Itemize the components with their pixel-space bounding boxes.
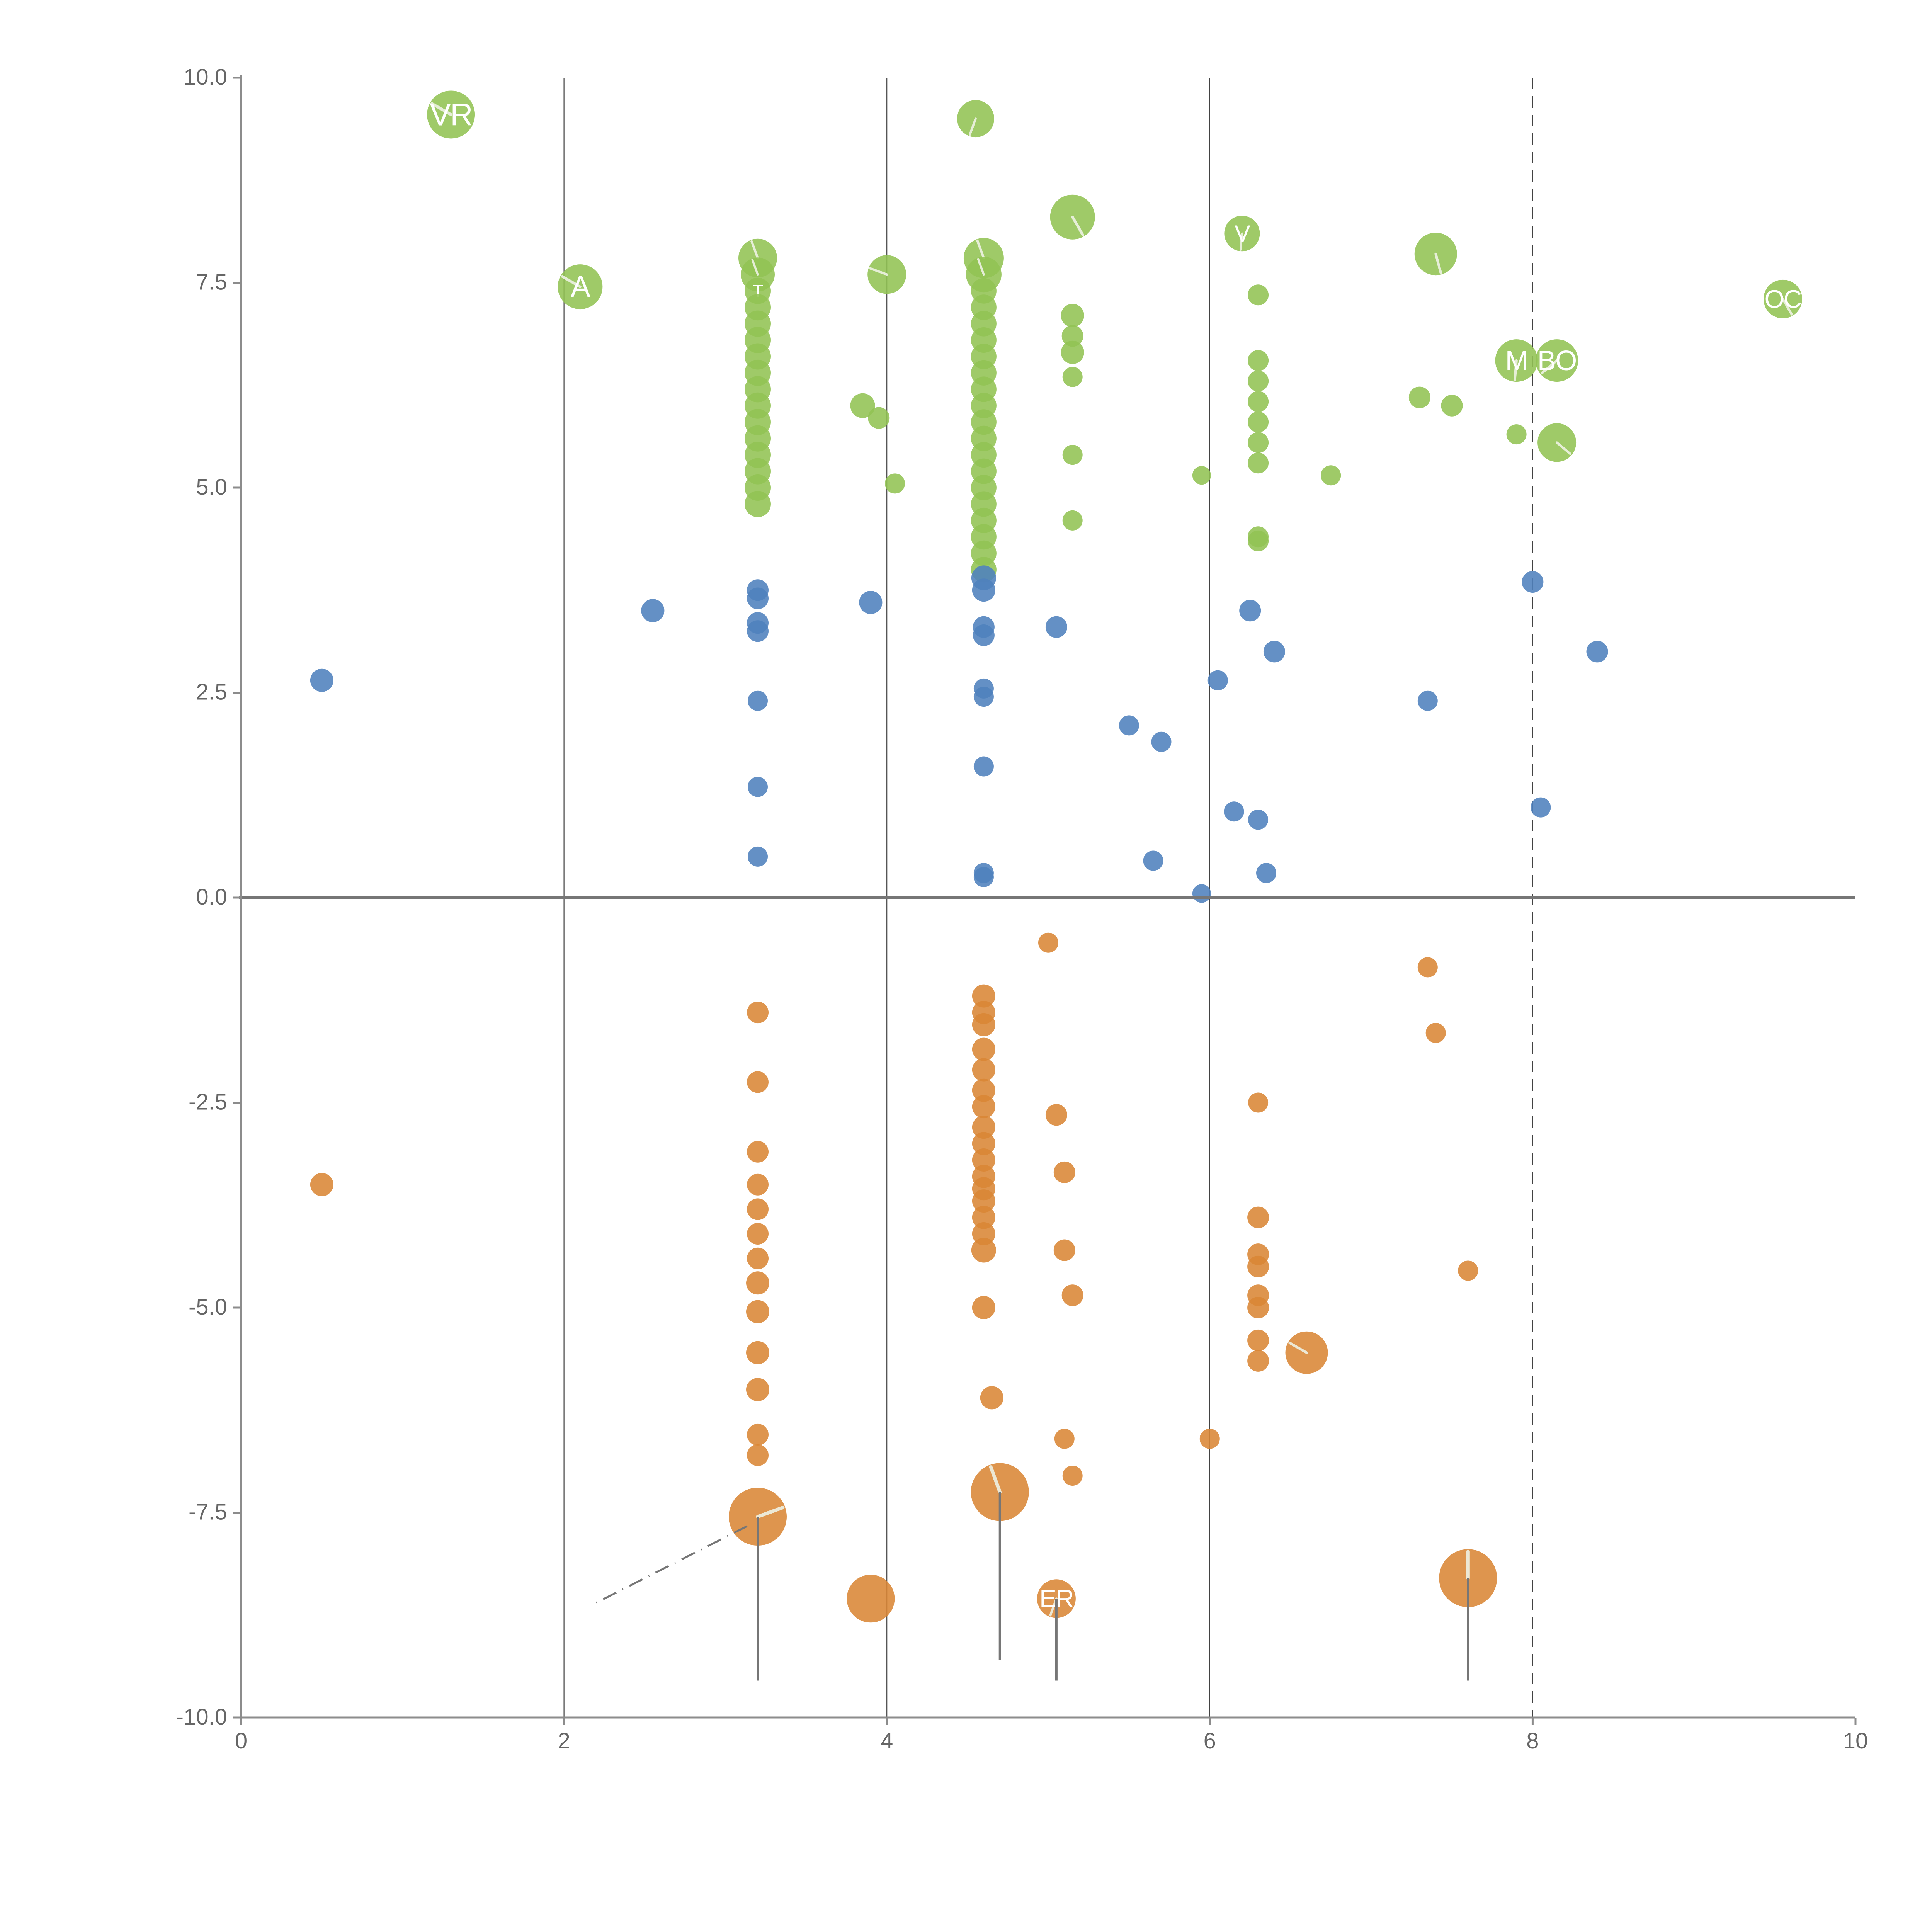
svg-text:A: A bbox=[571, 270, 590, 303]
svg-text:-5.0: -5.0 bbox=[189, 1294, 227, 1320]
svg-text:V: V bbox=[1235, 220, 1250, 247]
svg-text:7.5: 7.5 bbox=[196, 270, 227, 295]
svg-text:10.0: 10.0 bbox=[184, 65, 227, 90]
svg-text:OC: OC bbox=[1765, 284, 1801, 313]
svg-text:0.0: 0.0 bbox=[196, 884, 227, 910]
svg-text:BO: BO bbox=[1537, 345, 1577, 376]
svg-text:4: 4 bbox=[881, 1728, 893, 1753]
svg-text:-7.5: -7.5 bbox=[189, 1500, 227, 1525]
svg-text:M: M bbox=[1505, 345, 1527, 376]
svg-text:-2.5: -2.5 bbox=[189, 1090, 227, 1115]
svg-text:VR: VR bbox=[430, 97, 472, 132]
svg-text:8: 8 bbox=[1526, 1728, 1539, 1753]
svg-text:6: 6 bbox=[1204, 1728, 1216, 1753]
svg-text:5.0: 5.0 bbox=[196, 474, 227, 500]
svg-text:-10.0: -10.0 bbox=[176, 1704, 227, 1730]
svg-text:2.5: 2.5 bbox=[196, 680, 227, 705]
svg-text:0: 0 bbox=[235, 1728, 247, 1753]
svg-text:2: 2 bbox=[558, 1728, 570, 1753]
svg-text:10: 10 bbox=[1843, 1728, 1868, 1753]
